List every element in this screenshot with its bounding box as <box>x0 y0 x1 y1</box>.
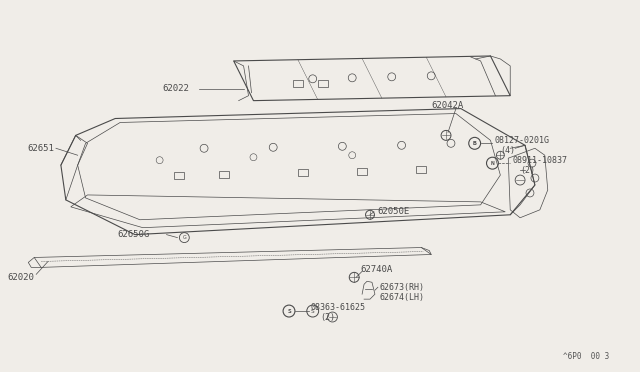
Text: 62651: 62651 <box>27 144 54 153</box>
Bar <box>219 171 228 177</box>
Text: 08127-0201G: 08127-0201G <box>495 136 549 145</box>
Text: (2): (2) <box>520 166 535 174</box>
Text: (4): (4) <box>500 146 515 155</box>
Text: S: S <box>287 308 291 314</box>
Text: S: S <box>311 308 315 314</box>
Text: 08911-10837: 08911-10837 <box>512 156 567 165</box>
Text: 62022: 62022 <box>163 84 189 93</box>
Text: 62650G: 62650G <box>117 230 149 239</box>
Text: B: B <box>473 141 477 146</box>
Text: N: N <box>491 161 494 166</box>
Bar <box>175 171 184 179</box>
Text: 62673(RH): 62673(RH) <box>380 283 425 292</box>
Text: 62020: 62020 <box>7 273 34 282</box>
Text: G: G <box>182 235 186 240</box>
Text: 62740A: 62740A <box>360 265 392 274</box>
Text: (2): (2) <box>321 312 335 321</box>
Bar <box>317 80 328 87</box>
Text: ^6P0  00 3: ^6P0 00 3 <box>563 352 609 361</box>
Text: 62042A: 62042A <box>431 101 463 110</box>
Bar <box>357 168 367 174</box>
Text: 62050E: 62050E <box>377 207 409 216</box>
Bar <box>298 169 308 176</box>
Text: 62674(LH): 62674(LH) <box>380 293 425 302</box>
Bar <box>417 166 426 173</box>
Text: 08363-61625: 08363-61625 <box>311 302 365 312</box>
Bar <box>293 80 303 87</box>
